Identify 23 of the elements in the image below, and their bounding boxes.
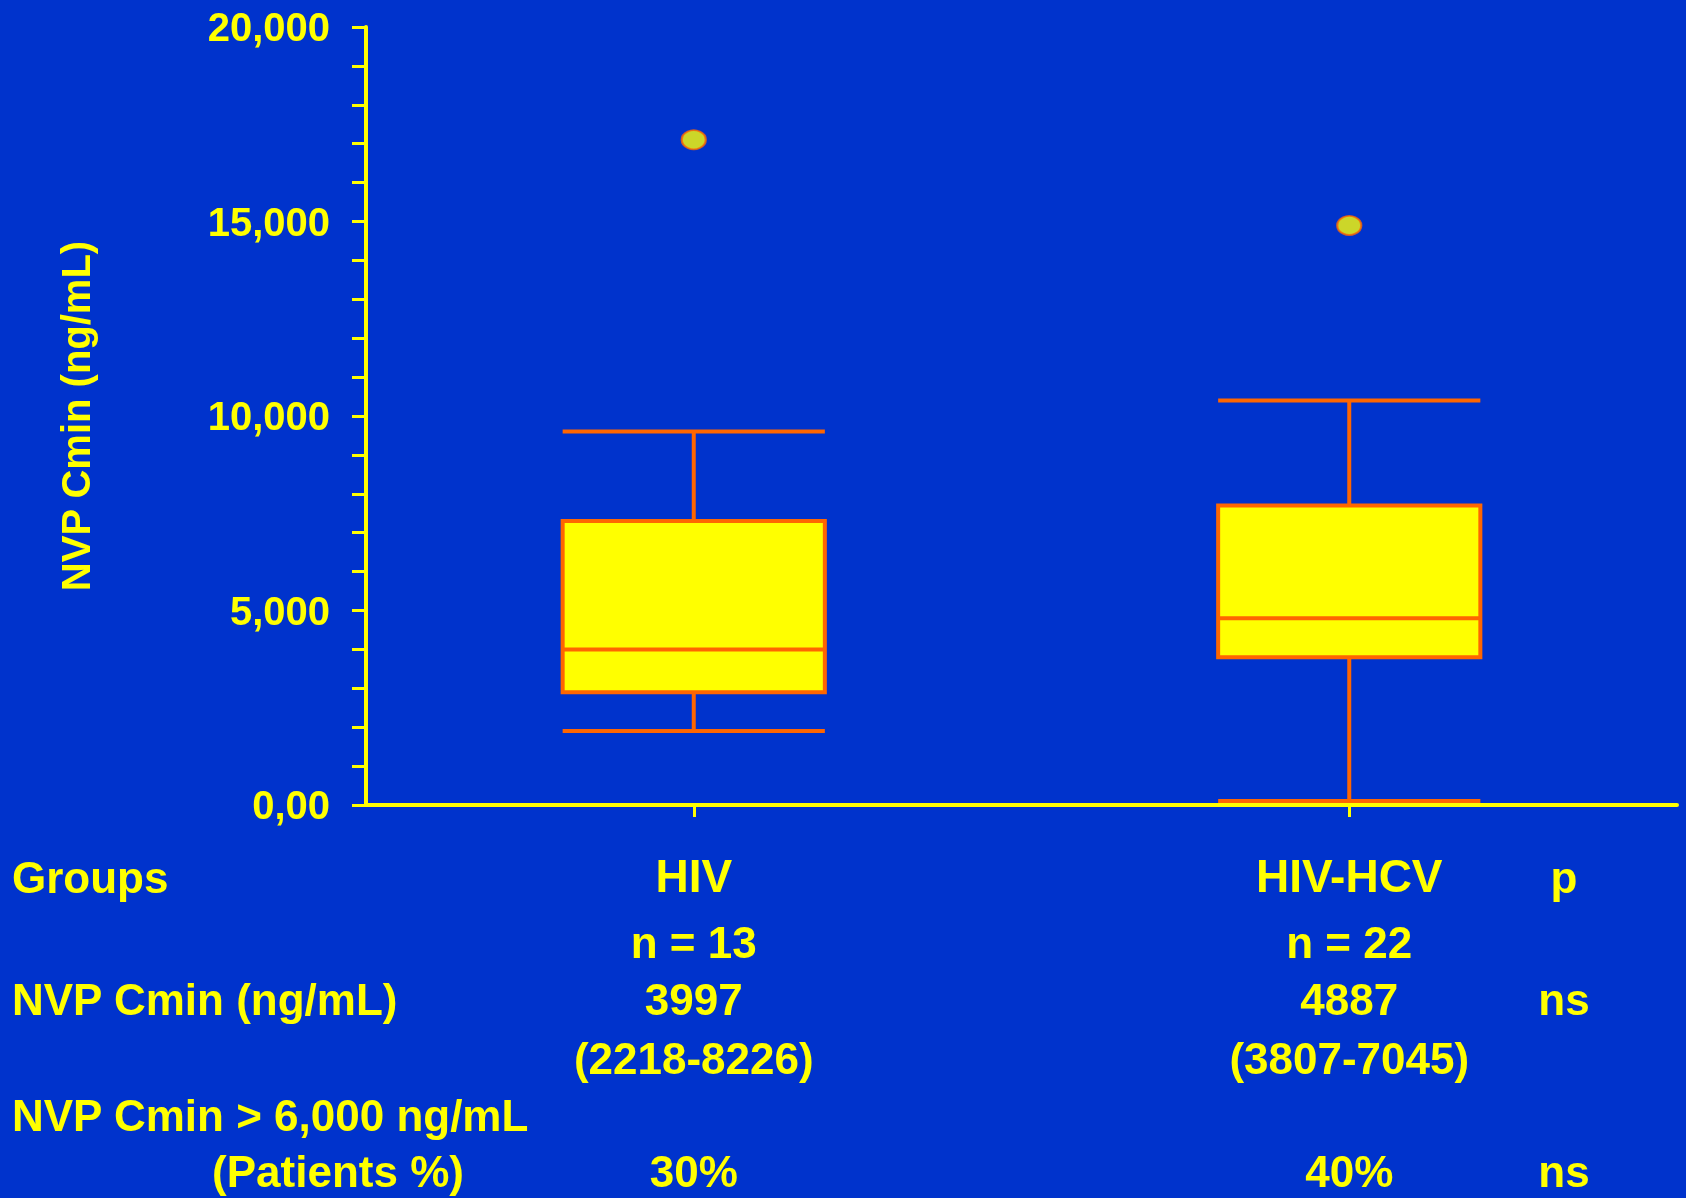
y-tick-label: 5,000 [229, 588, 330, 633]
y-axis-title: NVP Cmin (ng/mL) [54, 240, 98, 592]
text: ns [1538, 1147, 1590, 1196]
y-tick-label: 15,000 [207, 199, 330, 244]
text: (2218-8226) [573, 1034, 814, 1083]
y-tick-label: 20,000 [207, 5, 330, 49]
text: 3997 [644, 975, 743, 1024]
x-tick-label: HIV-HCV [1255, 850, 1443, 902]
text: p [1550, 853, 1578, 902]
text: Groups [12, 853, 169, 902]
text: NVP Cmin (ng/mL) [12, 975, 398, 1024]
text: NVP Cmin > 6,000 ng/mL [12, 1091, 529, 1140]
x-tick-label: HIV [655, 850, 733, 902]
text: n = 13 [630, 918, 757, 967]
text: n = 22 [1286, 918, 1413, 967]
text: 30% [649, 1147, 738, 1196]
y-tick-label: 10,000 [207, 394, 330, 438]
text: (3807-7045) [1229, 1034, 1470, 1083]
y-tick-label: 0,00 [252, 783, 330, 827]
text: ns [1538, 975, 1590, 1024]
text: 4887 [1300, 975, 1399, 1024]
text: 40% [1305, 1147, 1394, 1196]
text: (Patients %) [212, 1147, 464, 1196]
